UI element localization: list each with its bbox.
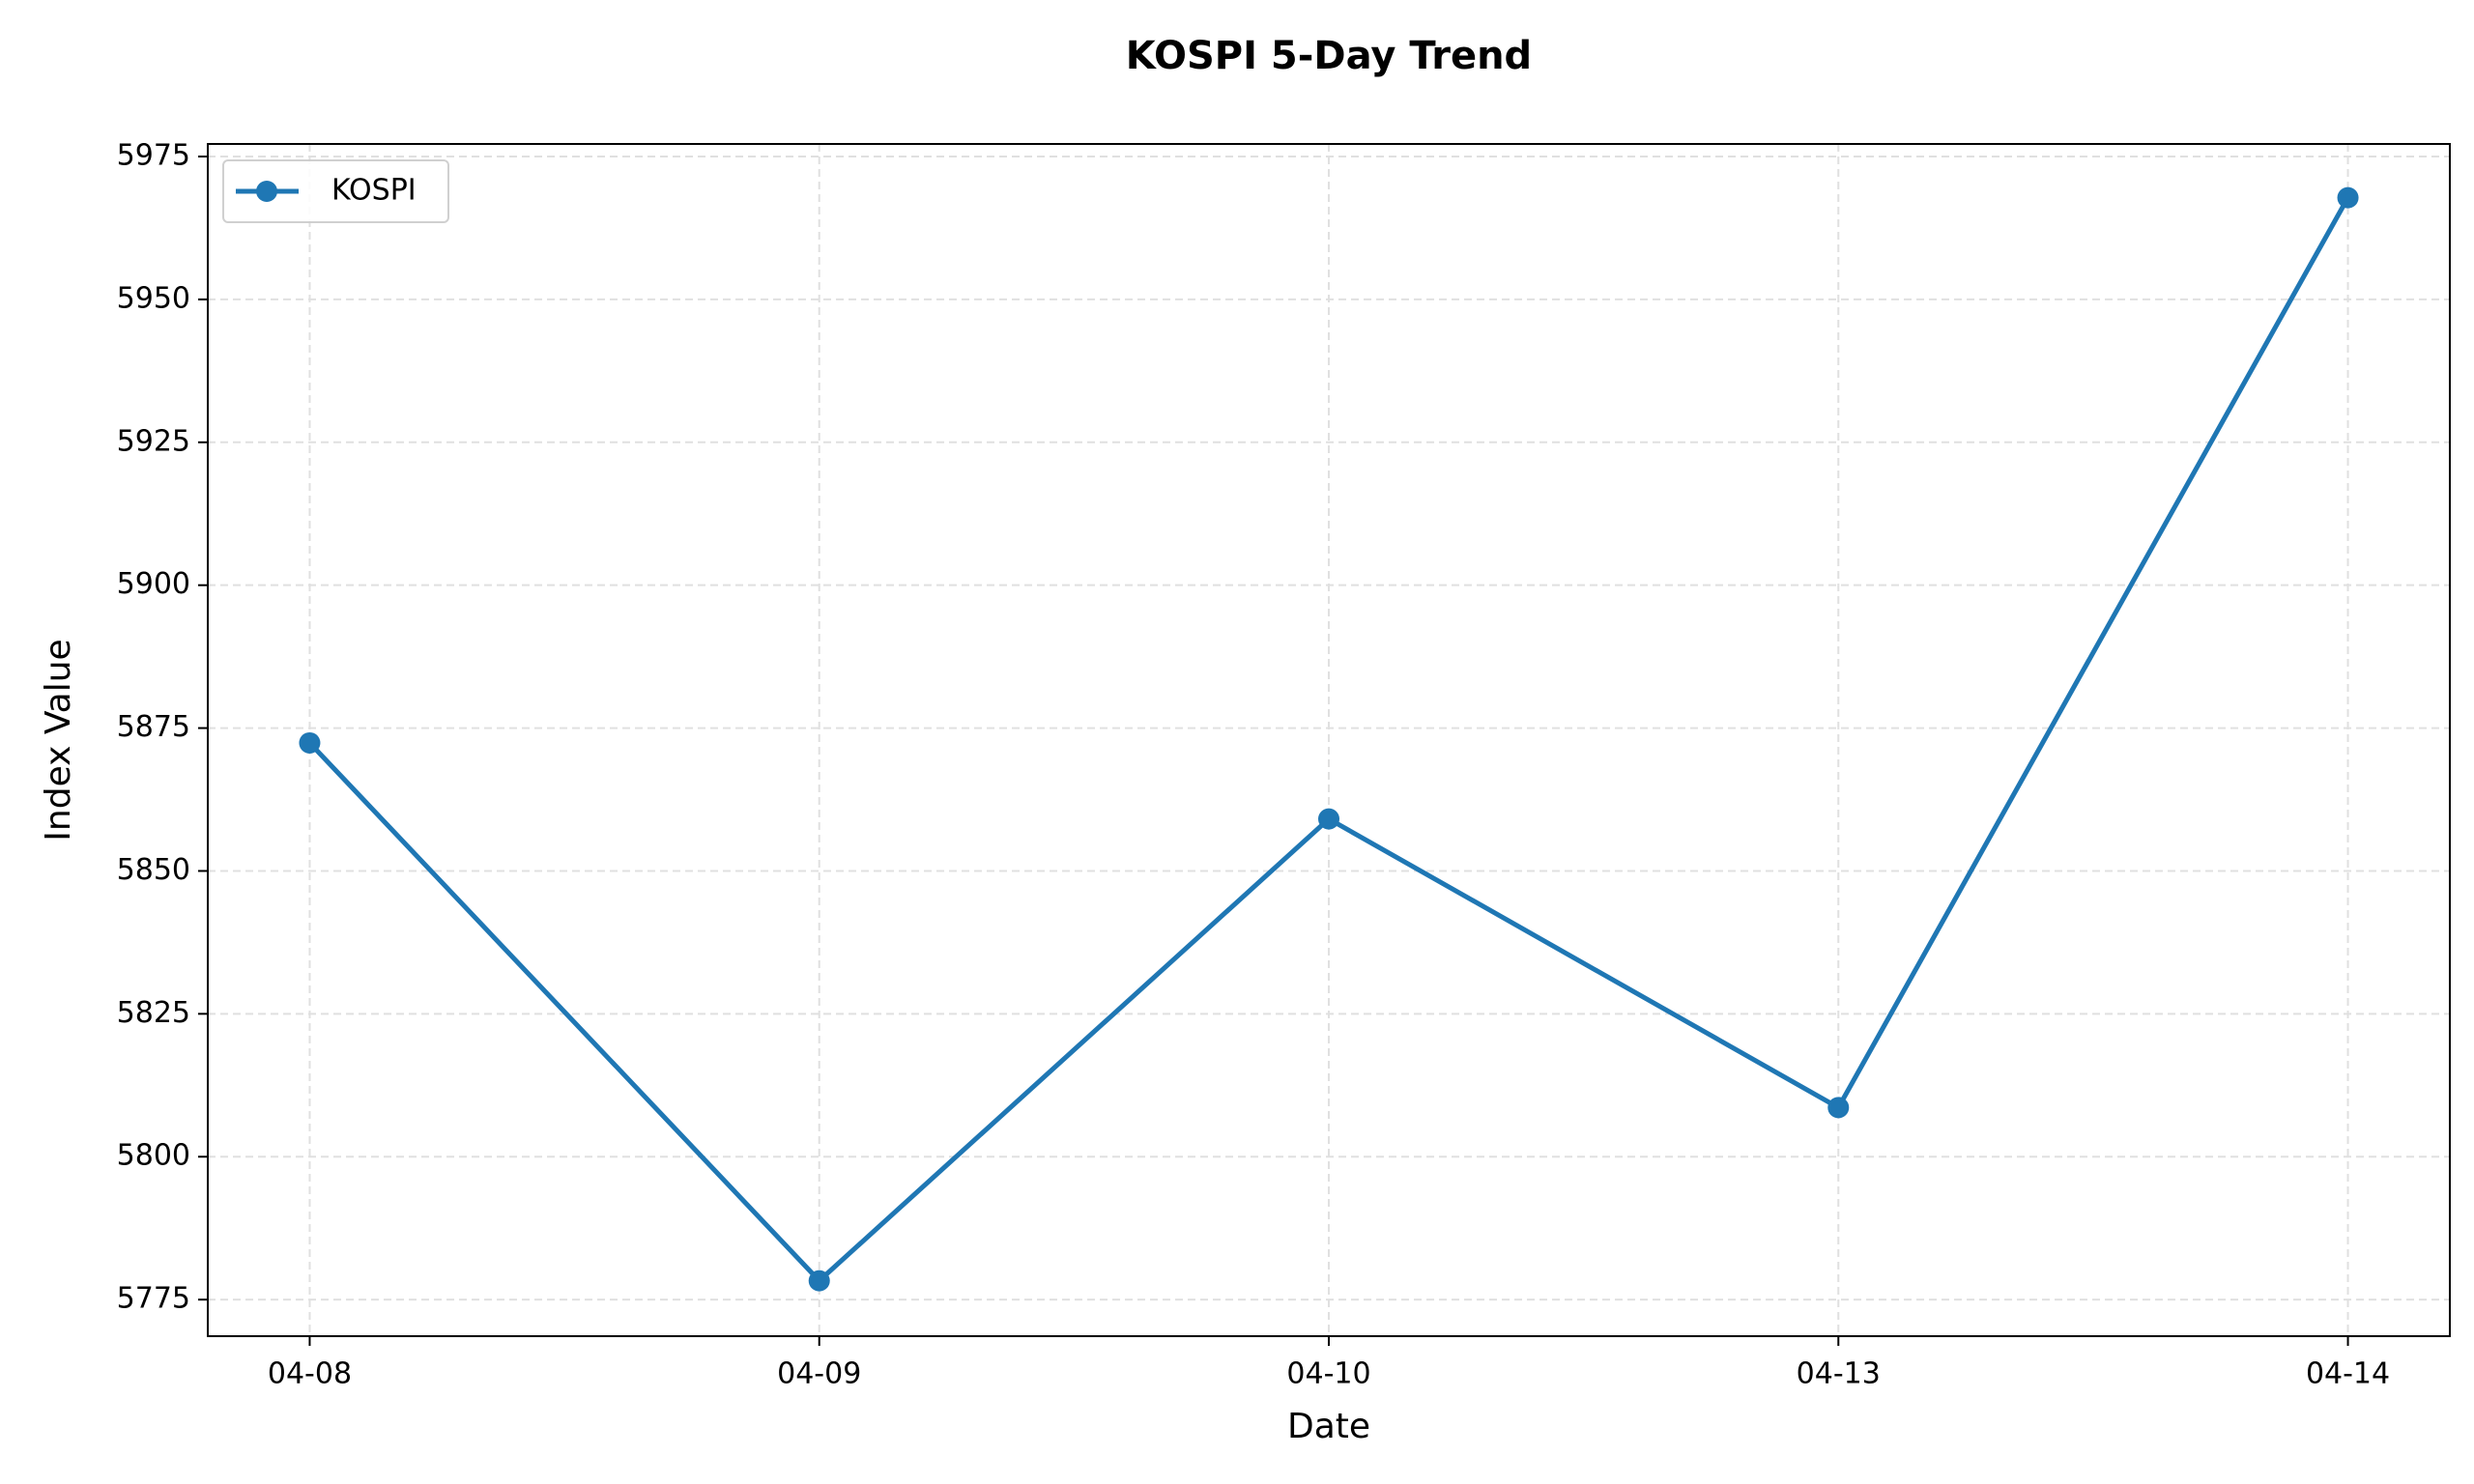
legend-marker [256, 181, 277, 202]
y-tick-label: 5975 [117, 139, 190, 173]
x-axis-label: Date [1287, 1407, 1370, 1446]
y-tick-label: 5875 [117, 710, 190, 744]
y-tick-label: 5950 [117, 281, 190, 315]
x-tick-label: 04-13 [1797, 1357, 1881, 1391]
x-tick-label: 04-09 [777, 1357, 861, 1391]
y-tick-label: 5900 [117, 567, 190, 601]
point [1827, 1097, 1850, 1119]
y-tick-label: 5925 [117, 424, 190, 458]
point [1318, 808, 1339, 830]
y-axis-label: Index Value [39, 639, 78, 841]
chart-title: KOSPI 5-Day Trend [1126, 34, 1532, 78]
legend-box [222, 159, 449, 223]
legend-label: KOSPI [331, 174, 417, 208]
y-tick-label: 5825 [117, 996, 190, 1030]
point [299, 731, 321, 754]
point [808, 1270, 830, 1292]
x-tick-label: 04-10 [1286, 1357, 1370, 1391]
y-tick-label: 5775 [117, 1282, 190, 1316]
x-tick-label: 04-08 [268, 1357, 352, 1391]
x-tick-label: 04-14 [2306, 1357, 2390, 1391]
plot-frame [207, 143, 2451, 1337]
y-tick-label: 5850 [117, 853, 190, 887]
y-tick-label: 5800 [117, 1139, 190, 1173]
point [2337, 186, 2359, 209]
